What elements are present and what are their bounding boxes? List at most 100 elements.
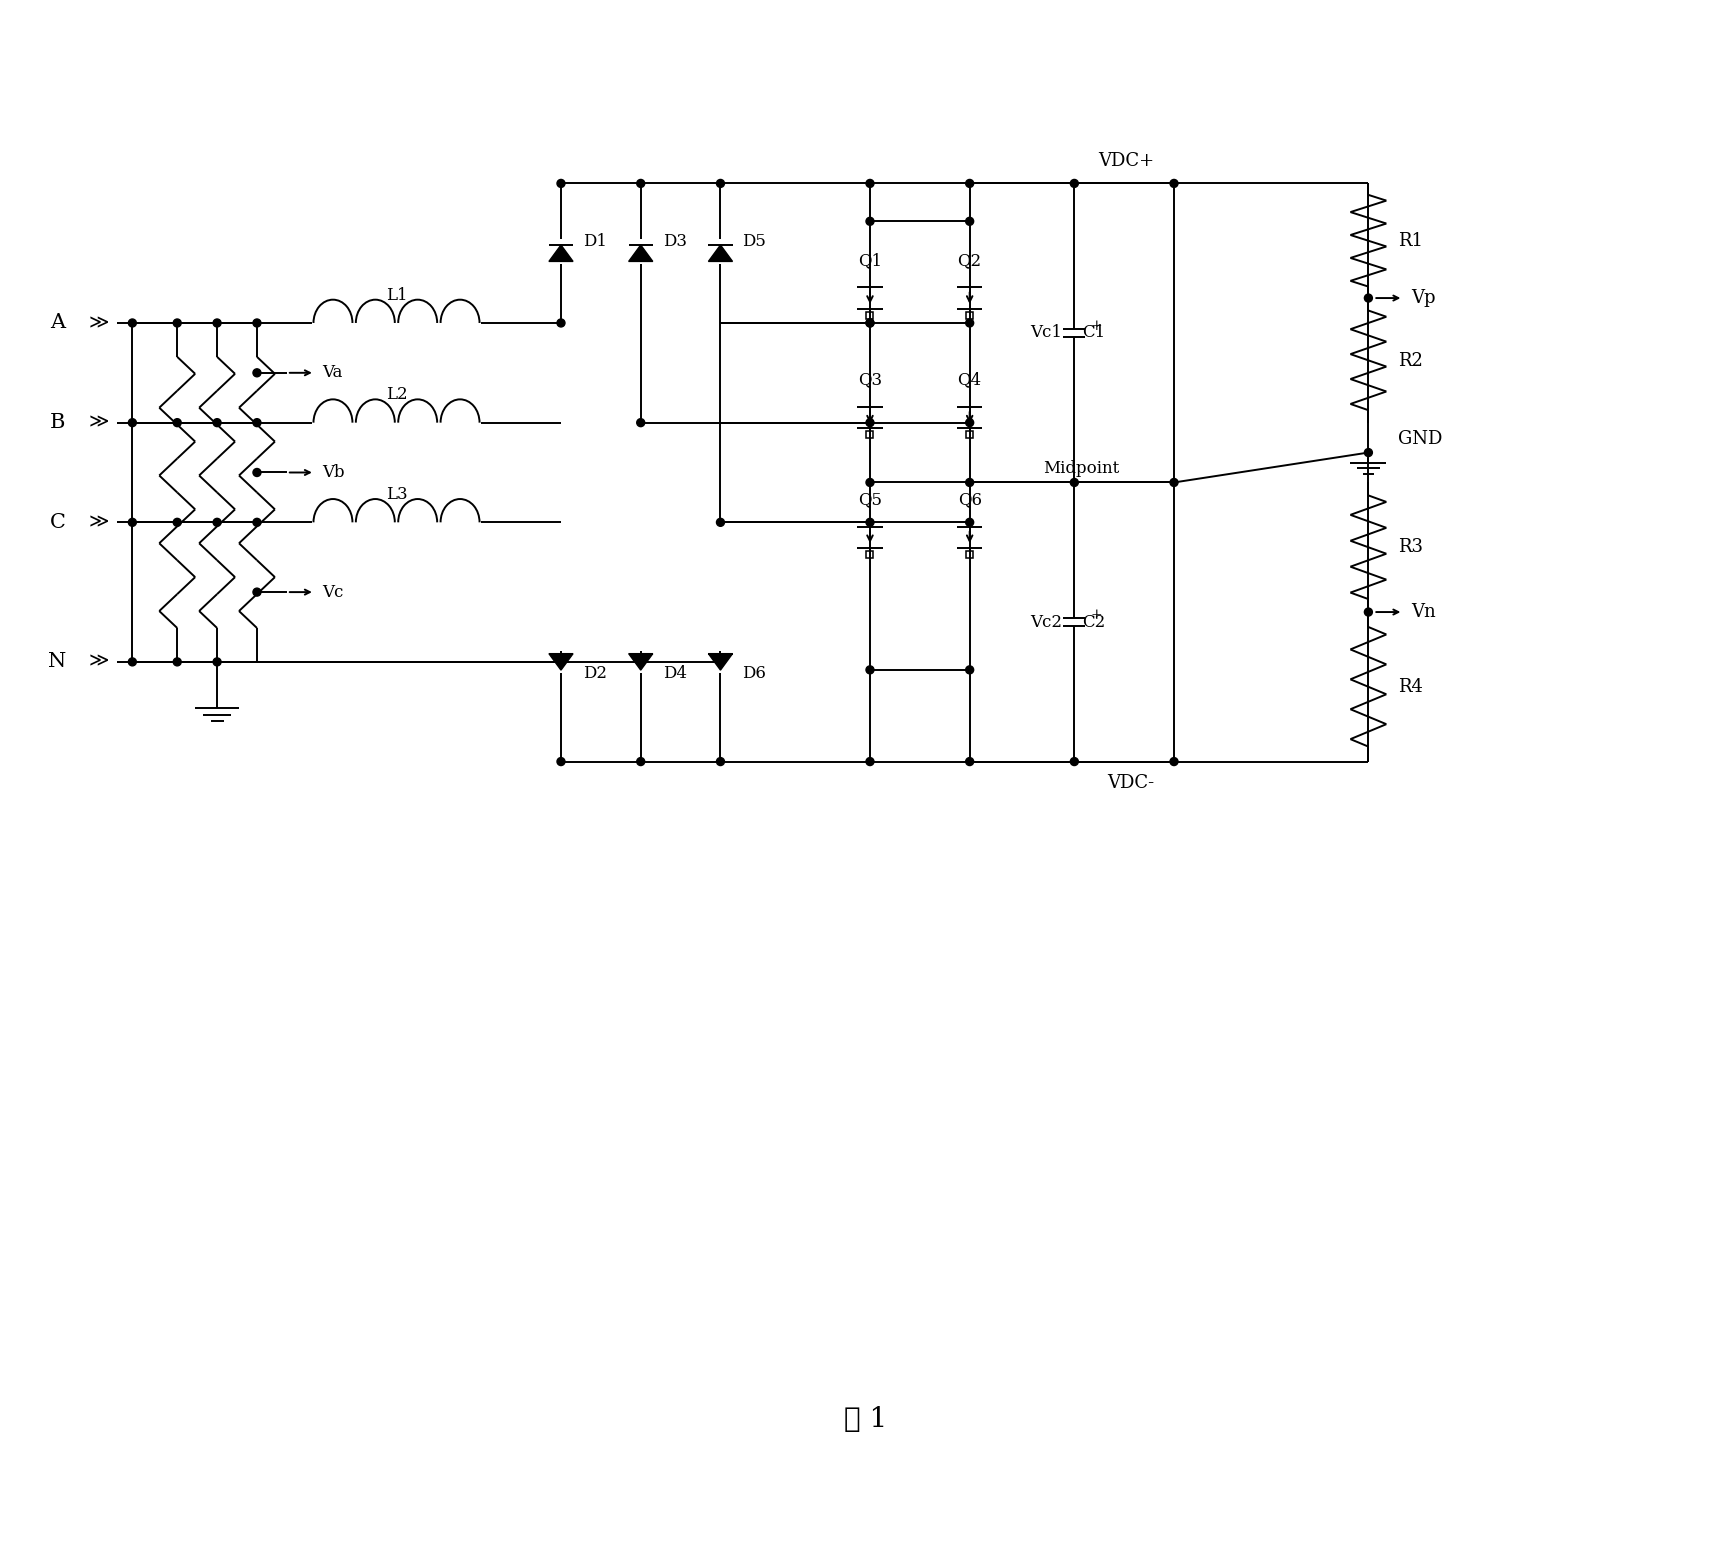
Text: C2: C2 — [1082, 614, 1105, 630]
Text: Vc: Vc — [322, 583, 343, 600]
Text: Q1: Q1 — [857, 252, 882, 269]
Bar — [866, 431, 873, 438]
Polygon shape — [708, 245, 733, 261]
Text: L2: L2 — [386, 386, 407, 403]
Circle shape — [213, 419, 222, 427]
Circle shape — [253, 419, 262, 427]
Text: GND: GND — [1398, 430, 1441, 447]
Text: $\gg$: $\gg$ — [85, 653, 109, 671]
Circle shape — [866, 758, 873, 766]
Bar — [966, 431, 973, 438]
Polygon shape — [629, 653, 653, 671]
Circle shape — [965, 319, 973, 327]
Text: +: + — [1089, 608, 1102, 622]
Circle shape — [1070, 478, 1077, 486]
Text: A: A — [50, 314, 66, 333]
Circle shape — [965, 478, 973, 486]
Circle shape — [556, 758, 565, 766]
Text: C1: C1 — [1082, 325, 1105, 341]
Text: D4: D4 — [662, 666, 686, 683]
Bar — [966, 550, 973, 558]
Polygon shape — [549, 245, 573, 261]
Circle shape — [253, 469, 262, 477]
Text: Q4: Q4 — [958, 372, 980, 388]
Circle shape — [965, 666, 973, 674]
Circle shape — [1070, 180, 1077, 188]
Circle shape — [173, 519, 182, 527]
Polygon shape — [549, 653, 573, 671]
Text: R4: R4 — [1398, 678, 1422, 696]
Circle shape — [556, 658, 565, 666]
Polygon shape — [708, 653, 733, 671]
Circle shape — [1169, 180, 1178, 188]
Circle shape — [866, 319, 873, 327]
Text: C: C — [50, 513, 66, 531]
Text: Vc1: Vc1 — [1031, 325, 1062, 341]
Text: Q3: Q3 — [857, 372, 882, 388]
Text: R1: R1 — [1398, 233, 1422, 250]
Text: R3: R3 — [1398, 538, 1422, 556]
Circle shape — [253, 588, 262, 596]
Circle shape — [965, 419, 973, 427]
Text: VDC-: VDC- — [1107, 775, 1154, 792]
Text: D2: D2 — [582, 666, 606, 683]
Circle shape — [636, 419, 644, 427]
Circle shape — [1363, 449, 1372, 456]
Circle shape — [253, 369, 262, 377]
Circle shape — [173, 658, 182, 666]
Circle shape — [128, 658, 137, 666]
Text: Vb: Vb — [322, 464, 345, 481]
Text: L1: L1 — [386, 286, 407, 303]
Text: VDC+: VDC+ — [1098, 153, 1154, 170]
Circle shape — [128, 419, 137, 427]
Text: B: B — [50, 413, 66, 431]
Circle shape — [636, 658, 644, 666]
Circle shape — [636, 758, 644, 766]
Circle shape — [556, 180, 565, 188]
Circle shape — [866, 217, 873, 225]
Circle shape — [1363, 608, 1372, 616]
Text: D3: D3 — [662, 233, 686, 250]
Circle shape — [866, 519, 873, 527]
Text: Q6: Q6 — [958, 491, 980, 508]
Circle shape — [715, 519, 724, 527]
Circle shape — [173, 419, 182, 427]
Circle shape — [128, 519, 137, 527]
Text: Vc2: Vc2 — [1031, 614, 1062, 630]
Circle shape — [213, 519, 222, 527]
Circle shape — [715, 658, 724, 666]
Text: D1: D1 — [582, 233, 606, 250]
Circle shape — [965, 758, 973, 766]
Circle shape — [636, 180, 644, 188]
Text: +: + — [1089, 319, 1102, 333]
Text: $\gg$: $\gg$ — [85, 414, 109, 431]
Text: Vp: Vp — [1410, 289, 1434, 306]
Polygon shape — [629, 245, 653, 261]
Text: Q5: Q5 — [857, 491, 882, 508]
Circle shape — [1169, 758, 1178, 766]
Bar — [966, 311, 973, 319]
Text: D6: D6 — [741, 666, 766, 683]
Circle shape — [866, 666, 873, 674]
Text: N: N — [48, 652, 68, 672]
Circle shape — [1070, 758, 1077, 766]
Circle shape — [253, 519, 262, 527]
Circle shape — [213, 319, 222, 327]
Circle shape — [715, 180, 724, 188]
Text: L3: L3 — [386, 486, 407, 503]
Circle shape — [965, 217, 973, 225]
Circle shape — [128, 319, 137, 327]
Text: 图 1: 图 1 — [843, 1407, 887, 1433]
Bar — [866, 311, 873, 319]
Text: Va: Va — [322, 364, 341, 381]
Circle shape — [213, 658, 222, 666]
Bar — [866, 550, 873, 558]
Circle shape — [556, 319, 565, 327]
Text: D5: D5 — [741, 233, 766, 250]
Circle shape — [866, 319, 873, 327]
Circle shape — [253, 319, 262, 327]
Circle shape — [1363, 294, 1372, 302]
Circle shape — [965, 180, 973, 188]
Circle shape — [866, 478, 873, 486]
Text: Midpoint: Midpoint — [1043, 460, 1119, 477]
